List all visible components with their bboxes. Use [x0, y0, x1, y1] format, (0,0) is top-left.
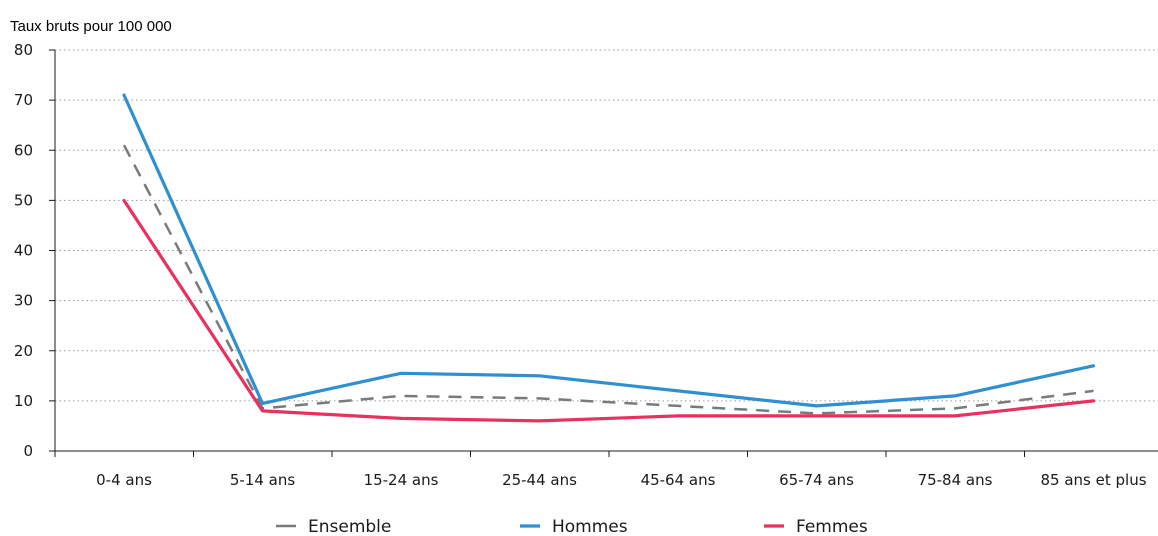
- axes: [54, 50, 1158, 452]
- y-tick-label: 20: [14, 342, 33, 360]
- x-tick-label: 5-14 ans: [230, 471, 296, 489]
- legend: Ensemble Hommes Femmes: [276, 517, 868, 536]
- y-tick-label: 10: [14, 392, 33, 410]
- gridlines: [55, 49, 1158, 402]
- y-tick-label: 70: [14, 91, 33, 109]
- x-tick-label: 85 ans et plus: [1040, 471, 1146, 489]
- x-tick-label: 0-4 ans: [96, 471, 152, 489]
- x-axis-ticks: 0-4 ans 5-14 ans 15-24 ans 25-44 ans 45-64 a…: [54, 451, 1147, 489]
- x-tick-label: 25-44 ans: [502, 471, 577, 489]
- y-tick-label: 50: [14, 191, 33, 209]
- y-tick-label: 60: [14, 141, 33, 159]
- series-line-femmes: [122, 198, 1096, 423]
- y-tick-label: 30: [14, 292, 33, 310]
- series-lines: [122, 93, 1096, 423]
- x-tick-label: 65-74 ans: [779, 471, 854, 489]
- x-tick-label: 15-24 ans: [364, 471, 439, 489]
- series-line-ensemble: [122, 144, 1094, 415]
- series-line-hommes: [122, 93, 1096, 408]
- legend-label-hommes: Hommes: [552, 517, 628, 536]
- legend-label-femmes: Femmes: [796, 517, 868, 536]
- y-axis-label: Taux bruts pour 100 000: [10, 18, 172, 35]
- y-tick-label: 40: [14, 242, 33, 260]
- legend-label-ensemble: Ensemble: [308, 517, 391, 536]
- x-tick-label: 45-64 ans: [641, 471, 716, 489]
- y-axis-ticks: 0 10 20 30 40 50 60 70 80: [14, 41, 55, 460]
- x-tick-label: 75-84 ans: [918, 471, 993, 489]
- y-tick-label: 0: [23, 442, 33, 460]
- y-tick-label: 80: [14, 41, 33, 59]
